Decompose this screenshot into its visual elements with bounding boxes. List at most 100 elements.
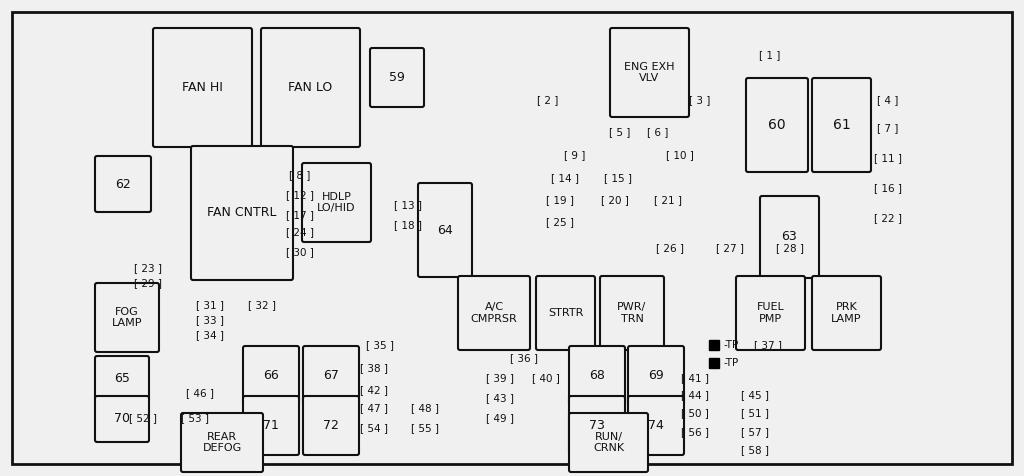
FancyBboxPatch shape [302,163,371,242]
Text: STRTR: STRTR [548,308,584,318]
Text: -TP: -TP [724,358,739,368]
Text: 65: 65 [114,373,130,386]
Text: [ 31 ]: [ 31 ] [196,300,224,310]
Text: 72: 72 [323,419,339,432]
Text: [ 29 ]: [ 29 ] [134,278,162,288]
Text: FAN LO: FAN LO [289,81,333,94]
Text: [ 11 ]: [ 11 ] [874,153,902,163]
Text: [ 34 ]: [ 34 ] [196,330,224,340]
Text: -TP: -TP [724,340,739,350]
FancyBboxPatch shape [303,346,359,405]
FancyBboxPatch shape [458,276,530,350]
Text: [ 28 ]: [ 28 ] [776,243,804,253]
Text: [ 3 ]: [ 3 ] [689,95,711,105]
Text: PRK
LAMP: PRK LAMP [831,302,862,324]
Text: [ 9 ]: [ 9 ] [564,150,586,160]
FancyBboxPatch shape [536,276,595,350]
Text: 68: 68 [589,369,605,382]
Text: 60: 60 [768,118,785,132]
Text: [ 55 ]: [ 55 ] [411,423,439,433]
Text: [ 23 ]: [ 23 ] [134,263,162,273]
FancyBboxPatch shape [569,346,625,405]
FancyBboxPatch shape [569,413,648,472]
Text: [ 4 ]: [ 4 ] [878,95,899,105]
FancyBboxPatch shape [600,276,664,350]
Text: [ 36 ]: [ 36 ] [510,353,538,363]
Text: [ 42 ]: [ 42 ] [360,385,388,395]
Text: [ 56 ]: [ 56 ] [681,427,709,437]
Text: 67: 67 [323,369,339,382]
Text: [ 44 ]: [ 44 ] [681,390,709,400]
Text: [ 8 ]: [ 8 ] [290,170,310,180]
FancyBboxPatch shape [370,48,424,107]
Text: [ 25 ]: [ 25 ] [546,217,574,227]
Text: [ 47 ]: [ 47 ] [360,403,388,413]
Text: [ 57 ]: [ 57 ] [741,427,769,437]
Text: [ 18 ]: [ 18 ] [394,220,422,230]
Text: 74: 74 [648,419,664,432]
Text: [ 50 ]: [ 50 ] [681,408,709,418]
Text: [ 27 ]: [ 27 ] [716,243,744,253]
Text: [ 37 ]: [ 37 ] [754,340,782,350]
FancyBboxPatch shape [153,28,252,147]
Text: [ 6 ]: [ 6 ] [647,127,669,137]
Text: [ 14 ]: [ 14 ] [551,173,579,183]
Text: [ 43 ]: [ 43 ] [486,393,514,403]
Text: [ 16 ]: [ 16 ] [874,183,902,193]
Text: [ 2 ]: [ 2 ] [538,95,559,105]
Text: [ 58 ]: [ 58 ] [741,445,769,455]
Text: [ 40 ]: [ 40 ] [532,373,560,383]
FancyBboxPatch shape [95,396,150,442]
Text: [ 30 ]: [ 30 ] [286,247,314,257]
Text: [ 15 ]: [ 15 ] [604,173,632,183]
Text: [ 19 ]: [ 19 ] [546,195,574,205]
Text: RUN/
CRNK: RUN/ CRNK [593,432,624,453]
Text: [ 35 ]: [ 35 ] [366,340,394,350]
FancyBboxPatch shape [760,196,819,278]
Text: [ 22 ]: [ 22 ] [874,213,902,223]
FancyBboxPatch shape [746,78,808,172]
Text: 61: 61 [833,118,850,132]
Text: [ 20 ]: [ 20 ] [601,195,629,205]
Text: [ 52 ]: [ 52 ] [129,413,157,423]
Text: 59: 59 [389,71,404,84]
Text: 63: 63 [781,230,798,244]
Text: FUEL
PMP: FUEL PMP [757,302,784,324]
FancyBboxPatch shape [628,396,684,455]
Text: [ 1 ]: [ 1 ] [760,50,780,60]
Text: HDLP
LO/HID: HDLP LO/HID [317,192,355,213]
FancyBboxPatch shape [95,283,159,352]
Text: 62: 62 [115,178,131,190]
FancyBboxPatch shape [610,28,689,117]
FancyBboxPatch shape [261,28,360,147]
FancyBboxPatch shape [95,156,151,212]
Text: ENG EXH
VLV: ENG EXH VLV [625,62,675,83]
Text: 73: 73 [589,419,605,432]
Text: [ 48 ]: [ 48 ] [411,403,439,413]
Text: PWR/
TRN: PWR/ TRN [617,302,646,324]
FancyBboxPatch shape [569,396,625,455]
Text: [ 49 ]: [ 49 ] [486,413,514,423]
Text: 64: 64 [437,224,453,237]
Text: A/C
CMPRSR: A/C CMPRSR [471,302,517,324]
Text: [ 41 ]: [ 41 ] [681,373,709,383]
Text: [ 54 ]: [ 54 ] [360,423,388,433]
FancyBboxPatch shape [418,183,472,277]
FancyBboxPatch shape [243,396,299,455]
Text: [ 10 ]: [ 10 ] [666,150,694,160]
Text: [ 33 ]: [ 33 ] [196,315,224,325]
FancyBboxPatch shape [191,146,293,280]
Text: 70: 70 [114,413,130,426]
Text: [ 21 ]: [ 21 ] [654,195,682,205]
Text: [ 32 ]: [ 32 ] [248,300,276,310]
Text: REAR
DEFOG: REAR DEFOG [203,432,242,453]
Text: [ 45 ]: [ 45 ] [741,390,769,400]
FancyBboxPatch shape [628,346,684,405]
Text: 66: 66 [263,369,279,382]
FancyBboxPatch shape [303,396,359,455]
Text: [ 7 ]: [ 7 ] [878,123,899,133]
Text: [ 39 ]: [ 39 ] [486,373,514,383]
FancyBboxPatch shape [812,276,881,350]
Text: FAN HI: FAN HI [182,81,223,94]
Text: FOG
LAMP: FOG LAMP [112,307,142,328]
